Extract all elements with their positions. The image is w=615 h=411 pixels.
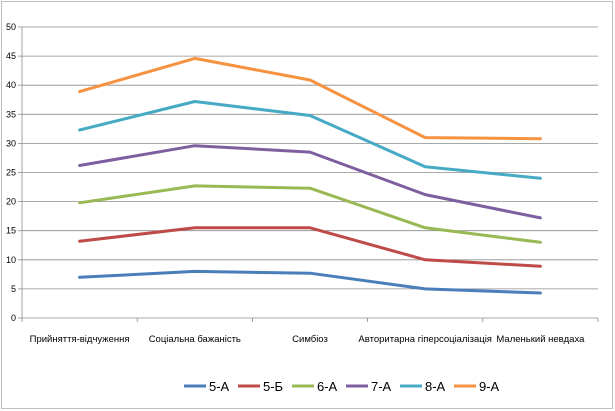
legend-item: 5-А [184,379,230,394]
y-tick-label: 40 [6,80,16,90]
y-tick-label: 45 [6,51,16,61]
series-line [78,269,542,295]
y-tick-label: 50 [6,22,16,32]
legend-label: 8-А [425,379,446,394]
series-5-А [78,269,542,295]
legend-item: 9-А [454,379,500,394]
gridlines [22,26,598,290]
legend-label: 5-А [209,379,230,394]
x-category-label: Симбіоз [292,334,328,345]
legend-item: 7-А [346,379,392,394]
series-line [78,100,542,180]
x-category-label: Авторитарна гіперсоціалізація [358,334,492,345]
x-category-label: Соціальна бажаність [149,334,241,345]
y-tick-label: 35 [6,109,16,119]
legend-label: 9-А [479,379,500,394]
series-lines [78,56,542,295]
legend-label: 6-А [317,379,338,394]
legend-item: 5-Б [238,379,283,394]
series-7-А [78,144,542,220]
legend-item: 6-А [292,379,338,394]
series-6-А [78,184,542,244]
y-tick-label: 15 [6,226,16,236]
legend-item: 8-А [400,379,446,394]
legend-label: 7-А [371,379,392,394]
series-5-Б [78,226,542,268]
y-axis-ticks: 0 5 10 15 20 25 30 35 40 45 50 [6,22,16,323]
x-axis-categories: Прийняття-відчуження Соціальна бажаність С… [30,334,585,345]
y-tick-label: 5 [11,284,16,294]
legend-label: 5-Б [263,379,283,394]
y-tick-label: 25 [6,168,16,178]
y-tick-label: 20 [6,197,16,207]
axes [18,26,599,322]
x-category-label: Маленький невдаха [496,334,585,345]
series-line [78,56,542,141]
x-category-label: Прийняття-відчуження [30,334,130,345]
series-9-А [78,56,542,141]
legend: 5-А 5-Б 6-А 7-А 8-А 9-А [184,379,500,394]
series-8-А [78,100,542,180]
series-line [78,144,542,220]
y-tick-label: 0 [11,313,16,323]
y-tick-label: 30 [6,138,16,148]
y-tick-label: 10 [6,255,16,265]
